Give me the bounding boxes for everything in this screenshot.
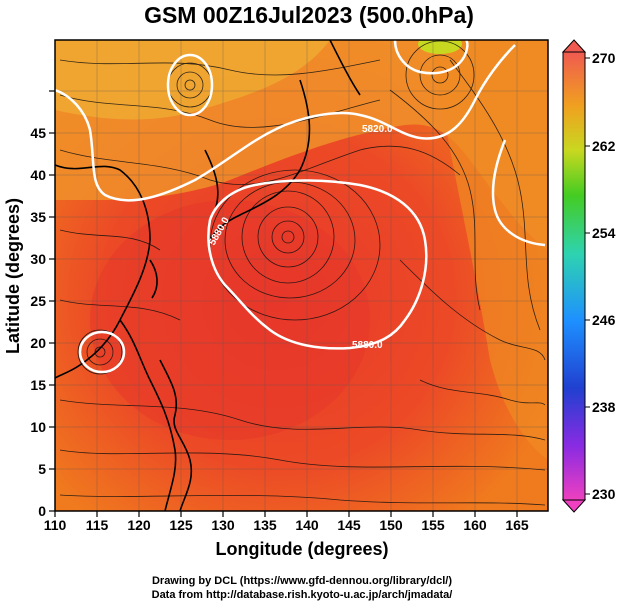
coastline-china: [55, 164, 151, 379]
colorbar-tick-label: 246: [592, 312, 616, 328]
colorbar-tick-label: 254: [592, 225, 616, 241]
y-tick-label: 40: [30, 167, 46, 183]
colorbar-tick-label: 230: [592, 486, 616, 502]
x-tick-label: 150: [379, 517, 403, 533]
x-tick-marks: [54, 511, 518, 517]
colorbar-tick-label: 238: [592, 399, 616, 415]
colorbar: 270 262 254 246 238 230: [561, 39, 616, 513]
colorbar-bottom-arrow: [561, 499, 587, 513]
colorbar-tick-label: 262: [592, 138, 616, 154]
contour-5880-main: [207, 179, 428, 350]
y-tick-labels: 0 5 10 15 20 25 30 35 40 45: [30, 125, 46, 519]
colorbar-tick-label: 270: [592, 50, 616, 66]
contour-label-south: 5880.0: [352, 340, 383, 351]
credit-data: Data from http://database.rish.kyoto-u.a…: [152, 589, 453, 601]
plot-frame: [54, 39, 549, 512]
cold-patch: [418, 40, 462, 54]
y-tick-label: 5: [38, 461, 46, 477]
x-tick-label: 165: [505, 517, 529, 533]
y-tick-label: 30: [30, 251, 46, 267]
contour-southwest-closed: [78, 330, 126, 374]
coastline-korea: [204, 149, 219, 211]
y-axis-label: Latitude (degrees): [3, 198, 23, 354]
contour-5820: [55, 44, 516, 202]
coastlines: [55, 40, 361, 511]
coastline-philippines: [159, 359, 193, 511]
grid-lines: [55, 40, 548, 511]
credit-drawing: Drawing by DCL (https://www.gfd-dennou.o…: [152, 575, 452, 587]
coastline-taiwan: [149, 259, 158, 299]
y-tick-label: 45: [30, 125, 46, 141]
x-tick-label: 120: [127, 517, 151, 533]
x-tick-label: 135: [253, 517, 277, 533]
colorbar-top-arrow: [561, 39, 587, 53]
y-tick-label: 10: [30, 419, 46, 435]
geopotential-contours: [55, 40, 546, 374]
coastline-indochina: [119, 319, 177, 511]
contour-label-north: 5820.0: [362, 124, 393, 135]
colorbar-tick-marks: [585, 57, 590, 495]
x-tick-label: 115: [86, 517, 109, 533]
x-tick-label: 155: [421, 517, 445, 533]
x-axis-label: Longitude (degrees): [215, 539, 388, 559]
coastline-sakhalin: [329, 40, 361, 96]
y-tick-marks: [49, 90, 55, 512]
cool-band-east: [430, 40, 548, 460]
colorbar-scale: [562, 51, 586, 501]
warm-core: [90, 200, 370, 440]
contour-northeast: [393, 40, 469, 75]
y-tick-label: 25: [30, 293, 46, 309]
x-tick-label: 140: [295, 517, 319, 533]
contour-north-closed: [166, 53, 214, 117]
x-tick-label: 160: [463, 517, 487, 533]
contour-east: [491, 139, 546, 247]
map-title: GSM 00Z16Jul2023 (500.0hPa): [144, 2, 474, 28]
x-tick-label: 110: [44, 517, 67, 533]
cool-band-far-north: [55, 40, 330, 120]
x-tick-label: 130: [211, 517, 235, 533]
y-tick-label: 0: [38, 503, 46, 519]
coastline-japan: [209, 79, 311, 241]
plot-area: 5820.0 5880.0 5880.0: [55, 40, 548, 511]
y-tick-label: 35: [30, 209, 46, 225]
y-tick-label: 20: [30, 335, 46, 351]
y-tick-label: 15: [30, 377, 46, 393]
x-tick-labels: 110 115 120 125 130 135 140 145 150 155 …: [44, 517, 529, 533]
x-tick-label: 125: [169, 517, 193, 533]
x-tick-label: 145: [337, 517, 361, 533]
